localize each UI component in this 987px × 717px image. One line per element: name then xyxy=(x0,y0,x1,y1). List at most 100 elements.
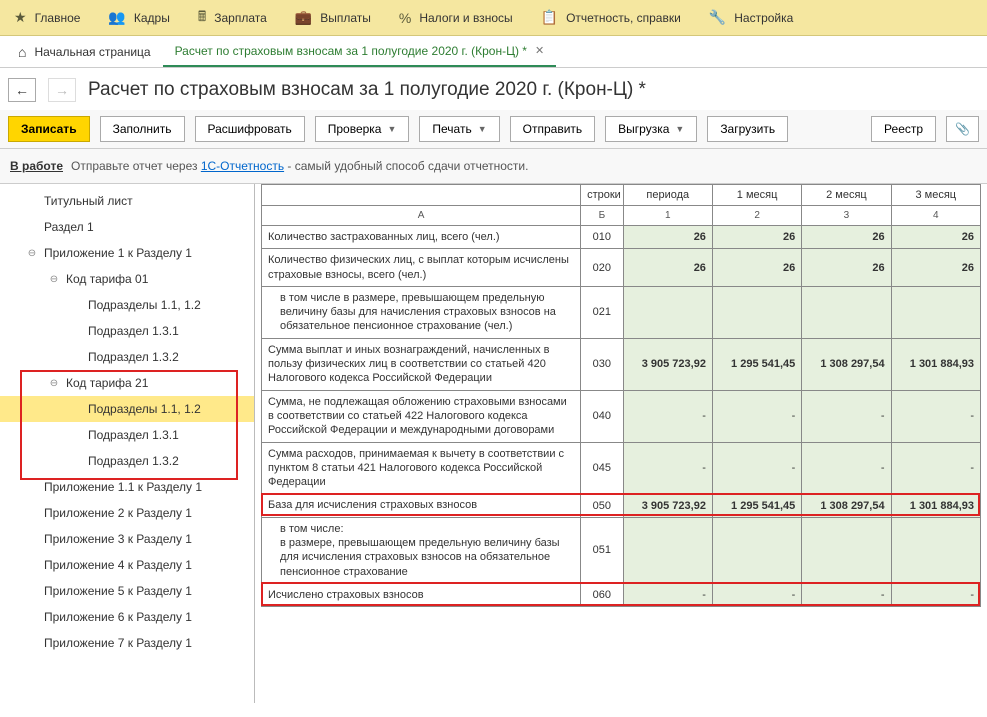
reestr-button[interactable]: Реестр xyxy=(871,116,936,142)
row-value[interactable]: 1 301 884,93 xyxy=(891,494,980,517)
row-value[interactable] xyxy=(623,517,712,583)
row-value[interactable]: 26 xyxy=(802,249,891,287)
row-value[interactable]: - xyxy=(802,390,891,442)
tree-row[interactable]: Приложение 1.1 к Разделу 1 xyxy=(0,474,254,500)
row-code: 030 xyxy=(581,338,624,390)
menu-label: Настройка xyxy=(734,11,793,25)
row-value[interactable]: 1 308 297,54 xyxy=(802,338,891,390)
menu-icon: ★ xyxy=(14,9,27,26)
tree-row[interactable]: Подразделы 1.1, 1.2 xyxy=(0,396,254,422)
tree-row[interactable]: Приложение 2 к Разделу 1 xyxy=(0,500,254,526)
tree-row[interactable]: Приложение 3 к Разделу 1 xyxy=(0,526,254,552)
attach-button[interactable]: 📎 xyxy=(946,116,979,142)
menu-label: Выплаты xyxy=(320,11,371,25)
row-value[interactable]: - xyxy=(712,442,801,494)
tree-label: Титульный лист xyxy=(44,194,133,208)
tree-row[interactable]: Подразделы 1.1, 1.2 xyxy=(0,292,254,318)
row-value[interactable]: - xyxy=(891,583,980,606)
send-button[interactable]: Отправить xyxy=(510,116,596,142)
row-value[interactable]: 3 905 723,92 xyxy=(623,338,712,390)
row-desc: Сумма расходов, принимаемая к вычету в с… xyxy=(262,442,581,494)
tab-home[interactable]: ⌂ Начальная страница xyxy=(6,36,163,67)
row-value[interactable]: 26 xyxy=(623,226,712,249)
tree-row[interactable]: Подраздел 1.3.2 xyxy=(0,448,254,474)
row-value[interactable] xyxy=(802,517,891,583)
tree-row[interactable]: Приложение 6 к Разделу 1 xyxy=(0,604,254,630)
tree-twist-icon[interactable]: ⊖ xyxy=(46,274,62,285)
row-value[interactable]: 1 308 297,54 xyxy=(802,494,891,517)
row-value[interactable]: 26 xyxy=(802,226,891,249)
print-button[interactable]: Печать▼ xyxy=(419,116,499,142)
topmenu-item[interactable]: 💼Выплаты xyxy=(281,0,385,35)
row-value[interactable]: 26 xyxy=(712,226,801,249)
tree-label: Подразделы 1.1, 1.2 xyxy=(88,298,201,312)
row-value[interactable]: - xyxy=(802,442,891,494)
tree-row[interactable]: ⊖Приложение 1 к Разделу 1 xyxy=(0,240,254,266)
row-value[interactable] xyxy=(712,517,801,583)
table-row: Исчислено страховых взносов060---- xyxy=(262,583,981,606)
status-link[interactable]: 1С-Отчетность xyxy=(201,159,284,173)
nav-back-button[interactable]: ← xyxy=(8,78,36,102)
tree-row[interactable]: Подраздел 1.3.1 xyxy=(0,318,254,344)
row-value[interactable] xyxy=(891,286,980,338)
tree-twist-icon[interactable]: ⊖ xyxy=(24,248,40,259)
tab-active[interactable]: Расчет по страховым взносам за 1 полугод… xyxy=(163,36,557,67)
topmenu-item[interactable]: 🔧Настройка xyxy=(695,0,808,35)
row-code: 060 xyxy=(581,583,624,606)
tree-row[interactable]: Приложение 7 к Разделу 1 xyxy=(0,630,254,656)
row-desc: Сумма, не подлежащая обложению страховым… xyxy=(262,390,581,442)
tree-row[interactable]: Подраздел 1.3.2 xyxy=(0,344,254,370)
row-value[interactable]: 1 295 541,45 xyxy=(712,338,801,390)
menu-label: Главное xyxy=(35,11,81,25)
home-icon: ⌂ xyxy=(18,44,26,60)
tree-row[interactable]: Раздел 1 xyxy=(0,214,254,240)
page-title: Расчет по страховым взносам за 1 полугод… xyxy=(88,79,646,101)
row-value[interactable]: - xyxy=(712,390,801,442)
row-value[interactable] xyxy=(712,286,801,338)
tree-label: Приложение 1.1 к Разделу 1 xyxy=(44,480,202,494)
row-value[interactable]: - xyxy=(623,390,712,442)
topmenu-item[interactable]: 👥Кадры xyxy=(94,0,183,35)
row-value[interactable]: - xyxy=(623,442,712,494)
status-text: Отправьте отчет через 1С-Отчетность - са… xyxy=(71,159,528,173)
tree-row[interactable]: ⊖Код тарифа 21 xyxy=(0,370,254,396)
tree-label: Приложение 2 к Разделу 1 xyxy=(44,506,192,520)
row-value[interactable]: 3 905 723,92 xyxy=(623,494,712,517)
row-value[interactable]: - xyxy=(712,583,801,606)
row-value[interactable]: - xyxy=(623,583,712,606)
row-value[interactable] xyxy=(623,286,712,338)
check-button[interactable]: Проверка▼ xyxy=(315,116,410,142)
row-value[interactable]: 26 xyxy=(623,249,712,287)
menu-label: Зарплата xyxy=(214,11,267,25)
load-button[interactable]: Загрузить xyxy=(707,116,788,142)
row-value[interactable]: - xyxy=(891,442,980,494)
tree-row[interactable]: Приложение 4 к Разделу 1 xyxy=(0,552,254,578)
row-value[interactable]: 1 301 884,93 xyxy=(891,338,980,390)
table-row: в том числе в размере, превышающем преде… xyxy=(262,286,981,338)
row-value[interactable]: 26 xyxy=(712,249,801,287)
write-button[interactable]: Записать xyxy=(8,116,90,142)
table-row: Количество физических лиц, с выплат кото… xyxy=(262,249,981,287)
decode-button[interactable]: Расшифровать xyxy=(195,116,305,142)
row-value[interactable]: 26 xyxy=(891,249,980,287)
tree-row[interactable]: ⊖Код тарифа 01 xyxy=(0,266,254,292)
close-icon[interactable]: ✕ xyxy=(535,44,544,57)
row-value[interactable]: - xyxy=(891,390,980,442)
topmenu-item[interactable]: 🖩Зарплата xyxy=(184,0,281,35)
topmenu-item[interactable]: 📋Отчетность, справки xyxy=(527,0,695,35)
row-value[interactable]: 1 295 541,45 xyxy=(712,494,801,517)
tree-row[interactable]: Подраздел 1.3.1 xyxy=(0,422,254,448)
fill-button[interactable]: Заполнить xyxy=(100,116,185,142)
topmenu-item[interactable]: ★ Главное xyxy=(0,0,94,35)
row-value[interactable] xyxy=(802,286,891,338)
tree-twist-icon[interactable]: ⊖ xyxy=(46,378,62,389)
row-value[interactable]: - xyxy=(802,583,891,606)
row-value[interactable]: 26 xyxy=(891,226,980,249)
row-value[interactable] xyxy=(891,517,980,583)
status-label[interactable]: В работе xyxy=(10,159,63,173)
tree-row[interactable]: Приложение 5 к Разделу 1 xyxy=(0,578,254,604)
tree-row[interactable]: Титульный лист xyxy=(0,188,254,214)
export-button[interactable]: Выгрузка▼ xyxy=(605,116,697,142)
topmenu-item[interactable]: %Налоги и взносы xyxy=(385,0,527,35)
report-table: строкипериода1 месяц2 месяц3 месяцАБ1234… xyxy=(261,184,981,607)
